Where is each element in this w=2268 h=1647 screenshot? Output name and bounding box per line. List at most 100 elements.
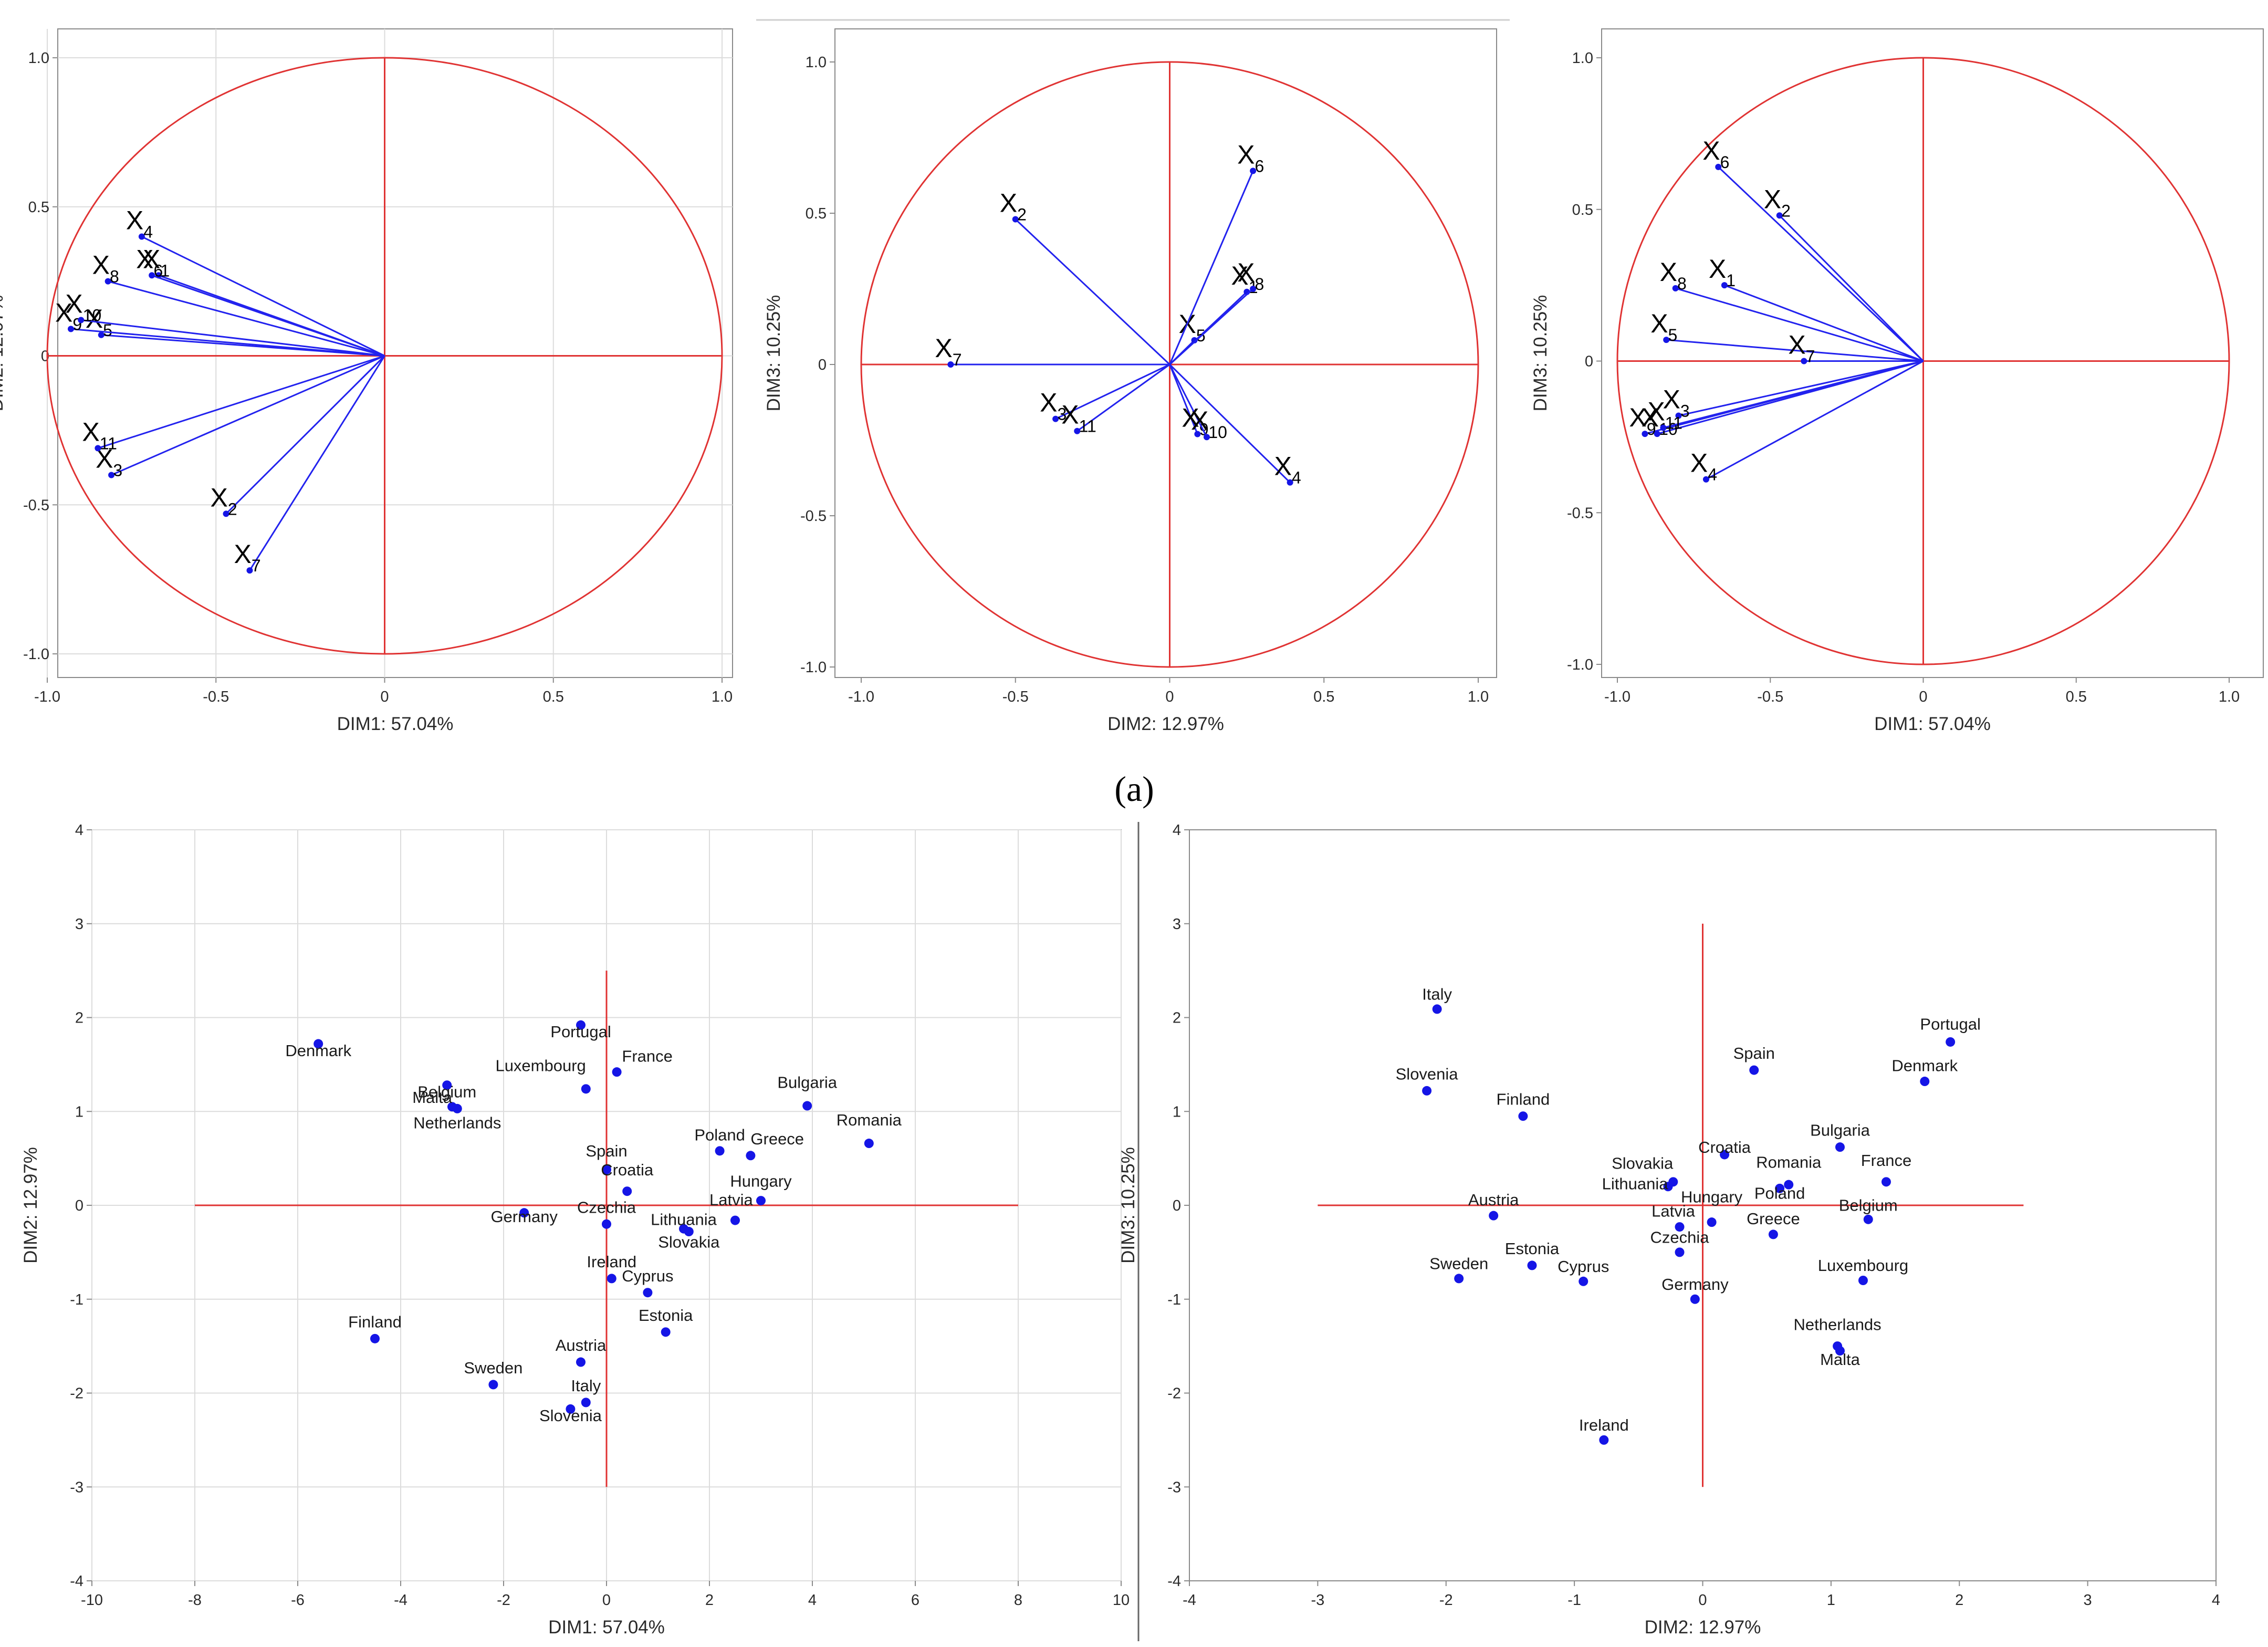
x-axis-label: DIM1: 57.04% [337, 714, 454, 734]
loading-vector [1706, 360, 1924, 481]
country-point [488, 1380, 498, 1390]
x-tick-label: 0 [380, 689, 389, 705]
y-tick-label: -1.0 [23, 646, 49, 663]
vector-tip [1287, 479, 1293, 486]
x-axis-label: DIM1: 57.04% [548, 1617, 665, 1638]
country-point [576, 1020, 586, 1030]
country-point [1946, 1037, 1956, 1047]
vector-tip [1052, 415, 1059, 422]
vector-tip [1074, 428, 1081, 434]
country-point [1768, 1229, 1778, 1239]
vector-label-subscript: 10 [1208, 423, 1227, 442]
x-tick-label: -1.0 [848, 689, 874, 705]
country-label: Poland [1754, 1184, 1805, 1202]
country-label: Slovenia [539, 1406, 602, 1425]
loading-vector [1169, 364, 1208, 437]
country-point [661, 1327, 671, 1337]
country-label: Hungary [730, 1172, 792, 1190]
vector-label-subscript: 4 [143, 223, 153, 242]
country-label: Estonia [639, 1306, 693, 1325]
vector-label-subscript: 5 [1668, 326, 1678, 345]
y-tick-label: -3 [1167, 1479, 1181, 1496]
x-tick-label: 6 [911, 1592, 919, 1609]
y-tick-label: -1 [1167, 1291, 1181, 1308]
vector-label-subscript: 11 [100, 434, 117, 453]
vector-label-subscript: 3 [1680, 401, 1690, 420]
x-tick-label: -6 [291, 1592, 305, 1609]
x-tick-label: 4 [2212, 1592, 2220, 1609]
vector-label-subscript: 10 [83, 306, 102, 325]
y-tick-label: 0 [75, 1197, 83, 1214]
x-tick-label: -0.5 [203, 689, 229, 705]
x-axis-label: DIM2: 12.97% [1107, 714, 1224, 734]
country-point [1675, 1247, 1685, 1257]
country-label: Hungary [1681, 1188, 1743, 1206]
vector-tip [1675, 412, 1682, 419]
country-point [1432, 1004, 1442, 1014]
vector-label-subscript: 8 [110, 267, 119, 286]
country-point [1835, 1346, 1845, 1356]
vector-label-subscript: 7 [1806, 347, 1815, 366]
country-point [802, 1101, 812, 1111]
country-point [715, 1146, 725, 1156]
country-label: Ireland [587, 1253, 636, 1271]
x-axis-label: DIM2: 12.97% [1645, 1617, 1761, 1638]
loading-vector [141, 236, 385, 357]
country-label: France [1861, 1151, 1911, 1170]
y-tick-label: 1.0 [806, 54, 827, 71]
country-point [1749, 1065, 1759, 1075]
country-label: Sweden [1429, 1255, 1488, 1273]
y-axis-label: DIM3: 10.25% [1118, 1147, 1138, 1264]
y-tick-label: -0.5 [800, 508, 827, 525]
vector-tip [223, 510, 229, 517]
vector-tip [149, 272, 155, 279]
y-axis-label: DIM2: 12.97% [0, 295, 7, 412]
x-tick-label: 0 [1919, 689, 1927, 705]
vector-label: X11 [82, 417, 117, 453]
y-tick-label: 1 [75, 1103, 83, 1120]
vector-tip [1204, 434, 1210, 441]
loading-vector [1724, 284, 1924, 362]
loading-vector [249, 355, 385, 571]
country-point [643, 1288, 653, 1298]
loading-vector [1169, 170, 1254, 365]
loading-vector [151, 274, 385, 357]
vector-tip [1012, 216, 1019, 223]
y-tick-label: 1.0 [1572, 50, 1593, 67]
vector-tip [1702, 476, 1709, 483]
loading-vector [1666, 339, 1924, 362]
vector-label-subscript: 2 [1017, 205, 1027, 224]
loading-vector [1055, 363, 1170, 420]
x-tick-label: 2 [1955, 1592, 1963, 1609]
country-point [313, 1039, 323, 1049]
x-tick-label: 2 [705, 1592, 714, 1609]
country-label: Latvia [1652, 1202, 1695, 1220]
vector-tip [1721, 282, 1728, 289]
vector-label-subscript: 11 [1079, 417, 1096, 436]
y-tick-label: 0 [1173, 1197, 1181, 1214]
vector-tip [1660, 424, 1667, 431]
x-tick-label: -1 [1567, 1592, 1581, 1609]
vector-tip [1654, 431, 1660, 437]
y-tick-label: -2 [70, 1385, 83, 1402]
y-tick-label: 3 [75, 916, 83, 933]
x-tick-label: -2 [497, 1592, 510, 1609]
country-point [1784, 1180, 1794, 1190]
vector-tip [947, 361, 954, 368]
y-tick-label: 3 [1173, 916, 1181, 933]
country-point [684, 1227, 694, 1237]
country-label: Portugal [550, 1023, 611, 1041]
country-label: Germany [490, 1207, 558, 1226]
country-point [370, 1333, 380, 1343]
country-point [519, 1208, 529, 1218]
country-point [1663, 1182, 1673, 1192]
plot-frame [57, 28, 733, 678]
country-label: Slovenia [1396, 1065, 1459, 1083]
country-point [622, 1186, 632, 1196]
vector-label-subscript: 2 [228, 499, 237, 518]
country-label: Luxembourg [1818, 1256, 1908, 1275]
vector-tip [246, 567, 253, 574]
chart-panel-2: -1.0 -0.5 0 0.5 1.0 -1.0 -0.5 0 0.5 1.0 DIM2: 12.9… [764, 28, 1497, 734]
country-point [581, 1398, 591, 1408]
y-tick-label: 0.5 [806, 205, 827, 222]
